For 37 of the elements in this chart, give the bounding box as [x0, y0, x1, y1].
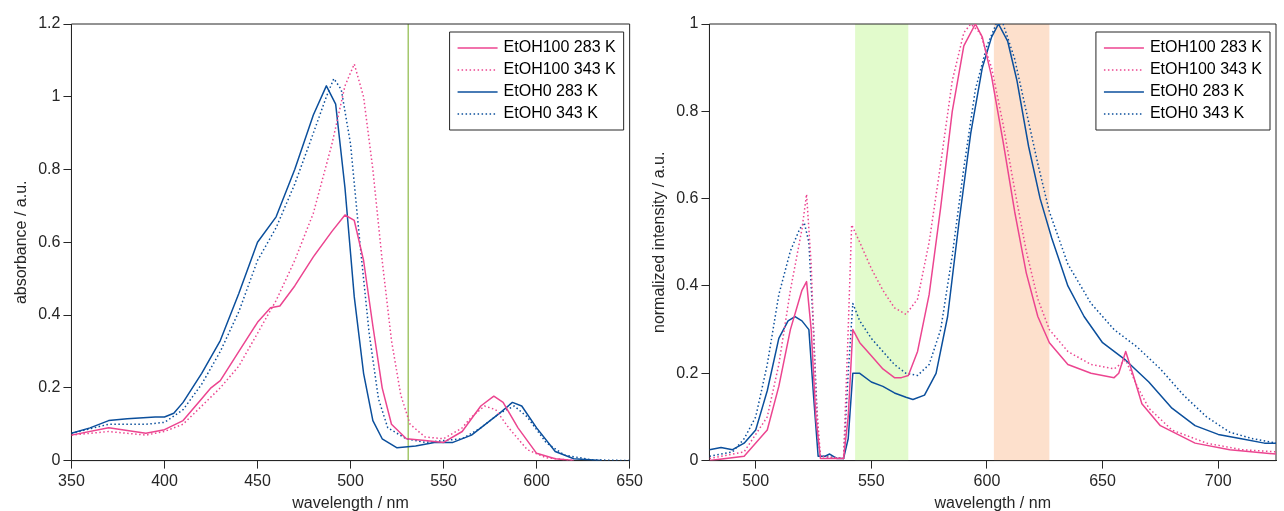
y-tick-label: 0.4	[38, 305, 61, 323]
y-axis-title: normalized intensity / a.u.	[650, 151, 668, 334]
x-axis-title: wavelength / nm	[933, 493, 1051, 511]
x-axis-title: wavelength / nm	[291, 493, 409, 511]
y-tick-label: 1	[689, 14, 699, 32]
x-tick-label: 450	[244, 471, 271, 489]
legend-label: EtOH0 283 K	[503, 82, 599, 100]
x-tick-label: 650	[1089, 471, 1117, 489]
x-tick-label: 550	[430, 471, 458, 489]
legend-label: EtOH100 343 K	[503, 60, 616, 78]
y-tick-label: 0.2	[38, 378, 61, 396]
x-tick-label: 700	[1204, 471, 1232, 489]
x-tick-label: 400	[151, 471, 178, 489]
y-tick-label: 1.2	[38, 14, 61, 32]
x-tick-label: 550	[857, 471, 885, 489]
y-tick-label: 0.8	[38, 159, 61, 177]
legend-label: EtOH100 283 K	[1149, 38, 1263, 56]
x-tick-label: 350	[58, 471, 85, 489]
x-tick-label: 650	[616, 471, 644, 489]
y-tick-label: 0.6	[38, 232, 61, 250]
x-tick-label: 500	[337, 471, 364, 489]
y-tick-label: 0.4	[676, 276, 699, 294]
y-tick-label: 0	[689, 451, 699, 469]
x-tick-label: 600	[973, 471, 1001, 489]
legend-label: EtOH100 283 K	[503, 38, 616, 56]
y-axis-title: absorbance / a.u.	[12, 180, 30, 305]
x-tick-label: 500	[742, 471, 770, 489]
x-tick-label: 600	[523, 471, 551, 489]
legend-label: EtOH0 283 K	[1149, 82, 1245, 100]
legend-label: EtOH0 343 K	[503, 104, 599, 122]
y-tick-label: 0	[51, 451, 61, 469]
y-tick-label: 0.8	[676, 101, 699, 119]
y-tick-label: 1	[51, 87, 61, 105]
y-tick-label: 0.6	[676, 189, 699, 207]
legend-label: EtOH0 343 K	[1149, 104, 1245, 122]
y-tick-label: 0.2	[676, 363, 699, 381]
legend-label: EtOH100 343 K	[1149, 60, 1263, 78]
